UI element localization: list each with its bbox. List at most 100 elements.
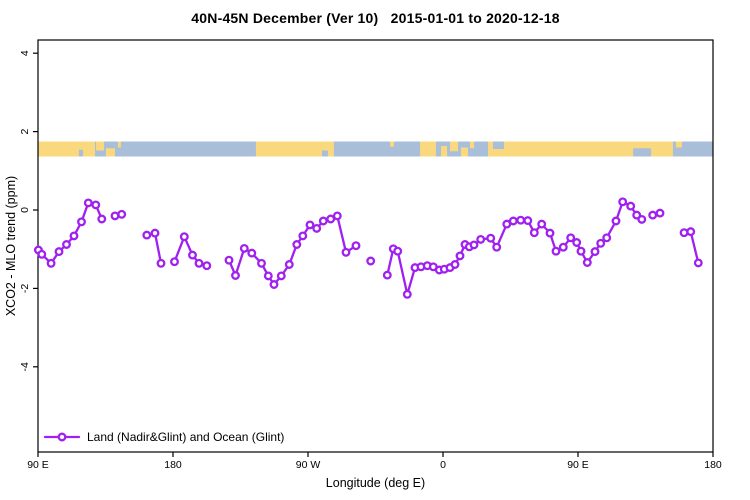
y-tick-label: -4 — [19, 362, 31, 371]
data-point — [284, 260, 294, 269]
data-point — [77, 217, 86, 227]
data-point — [576, 246, 586, 256]
data-point — [637, 214, 647, 224]
data-point — [247, 248, 257, 258]
data-point — [37, 249, 47, 259]
data-point — [626, 201, 636, 211]
x-tick-label: 90 E — [27, 459, 49, 471]
data-point — [305, 220, 315, 230]
data-point — [117, 209, 127, 219]
x-tick-label: 180 — [164, 459, 182, 471]
land-segment — [675, 141, 682, 148]
data-point — [97, 214, 107, 224]
data-point — [69, 231, 79, 241]
axes: 90 E 180 90 W 0 90 E 180 4 2 0 -2 -4 — [19, 39, 722, 471]
data-point — [231, 271, 240, 280]
land-segment — [450, 141, 458, 152]
data-point — [83, 198, 93, 208]
data-point — [298, 231, 308, 241]
data-point — [648, 210, 658, 220]
land-segment — [255, 141, 334, 157]
data-point — [257, 258, 266, 268]
legend-label: Land (Nadir&Glint) and Ocean (Glint) — [87, 430, 285, 444]
data-point — [150, 228, 160, 238]
data-point — [269, 280, 279, 289]
land-segment — [96, 141, 104, 151]
data-point — [224, 255, 234, 265]
data-point — [312, 223, 322, 233]
data-point — [693, 258, 703, 268]
data-point — [276, 271, 286, 281]
land-segment — [461, 147, 469, 157]
page-title: 40N-45N December (Ver 10) 2015-01-01 to … — [191, 10, 560, 26]
data-point — [618, 197, 628, 207]
data-point — [393, 246, 403, 256]
data-point — [142, 230, 152, 240]
data-point — [450, 260, 460, 269]
data-point — [179, 232, 189, 242]
series-line — [386, 200, 643, 296]
data-point — [558, 242, 568, 252]
series-line — [37, 201, 103, 265]
data-point — [516, 215, 526, 225]
data-point — [54, 247, 64, 257]
data-point — [492, 242, 502, 252]
data-point — [523, 216, 533, 226]
plot-border — [37, 39, 714, 453]
data-point — [62, 240, 71, 249]
ocean-patch — [321, 150, 328, 157]
land-segment — [488, 141, 673, 157]
data-point — [486, 233, 496, 243]
data-point — [611, 216, 621, 226]
data-point — [202, 261, 212, 271]
land-segment — [470, 141, 475, 149]
data-point — [239, 243, 249, 253]
data-point — [582, 258, 592, 267]
legend-point — [57, 432, 67, 442]
data-point — [156, 258, 166, 268]
y-axis-title: XCO2 - MLO trend (ppm) — [4, 176, 18, 316]
y-tick-label: 0 — [19, 207, 31, 213]
data-point — [91, 200, 101, 210]
data-point — [545, 228, 555, 238]
data-point — [529, 228, 539, 238]
data-point — [194, 258, 204, 268]
y-tick-label: 4 — [19, 50, 31, 56]
legend-marker — [43, 432, 81, 442]
data-point — [551, 246, 561, 256]
data-point — [602, 233, 612, 243]
x-tick-label: 180 — [704, 459, 722, 471]
data-point — [655, 208, 665, 218]
data-point — [402, 289, 412, 299]
ocean-patch — [492, 141, 505, 149]
data-point — [572, 238, 582, 247]
x-tick-label: 90 W — [296, 459, 321, 471]
data-point — [46, 258, 56, 268]
data-point — [476, 234, 486, 244]
data-point — [318, 216, 328, 226]
data-point — [537, 219, 547, 229]
data-point — [382, 270, 392, 280]
data-point — [596, 238, 606, 248]
data-point — [326, 214, 336, 224]
ocean-patch — [78, 149, 83, 157]
data-point — [366, 256, 376, 266]
data-point — [170, 257, 179, 267]
data-point — [332, 211, 342, 221]
data-point — [292, 240, 302, 249]
y-tick-label: 2 — [19, 129, 31, 135]
data-point — [263, 271, 273, 281]
data-point — [341, 247, 351, 257]
data-series — [33, 197, 703, 299]
data-point — [469, 240, 479, 250]
land-segment — [38, 141, 95, 157]
data-point — [508, 216, 518, 226]
data-point — [455, 251, 465, 261]
data-point — [351, 241, 361, 251]
y-tick-label: -2 — [19, 284, 31, 293]
data-point — [590, 247, 600, 257]
land-segment — [441, 146, 448, 157]
x-tick-label: 0 — [440, 459, 446, 471]
land-segment — [420, 141, 436, 157]
